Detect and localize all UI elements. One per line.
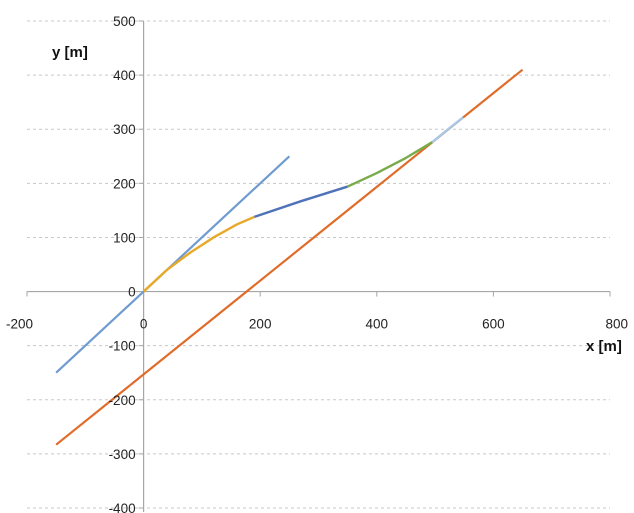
y-tick-label: 500	[113, 14, 136, 29]
y-axis-title: y [m]	[52, 44, 88, 61]
y-tick-label: -100	[109, 339, 136, 354]
y-tick-label: 400	[113, 68, 136, 83]
gridlines	[27, 20, 610, 509]
series-line-6	[431, 116, 464, 144]
y-tick-label: -300	[109, 447, 136, 462]
y-tick-label: 300	[113, 122, 136, 137]
x-tick-label: 0	[140, 317, 148, 332]
series-group	[55, 68, 524, 446]
series-line-5	[347, 141, 433, 188]
x-tick-label: -200	[6, 317, 33, 332]
x-tick-label: 400	[366, 317, 389, 332]
y-tick-label: -400	[109, 501, 136, 513]
y-tick-label: -200	[109, 393, 136, 408]
y-tick-label: 200	[113, 176, 136, 191]
series-line-4	[253, 185, 349, 219]
x-tick-label: 800	[605, 317, 628, 332]
y-tick-label: 0	[128, 285, 136, 300]
x-axis-title: x [m]	[586, 338, 622, 355]
tick-labels: -400 -300 -200 -100 0 100 200 300 400 500 -200 0 200…	[6, 14, 628, 513]
x-tick-label: 600	[482, 317, 505, 332]
series-line-3	[142, 215, 255, 293]
x-tick-label: 200	[249, 317, 272, 332]
axes	[26, 20, 611, 512]
y-tick-label: 100	[113, 230, 136, 245]
